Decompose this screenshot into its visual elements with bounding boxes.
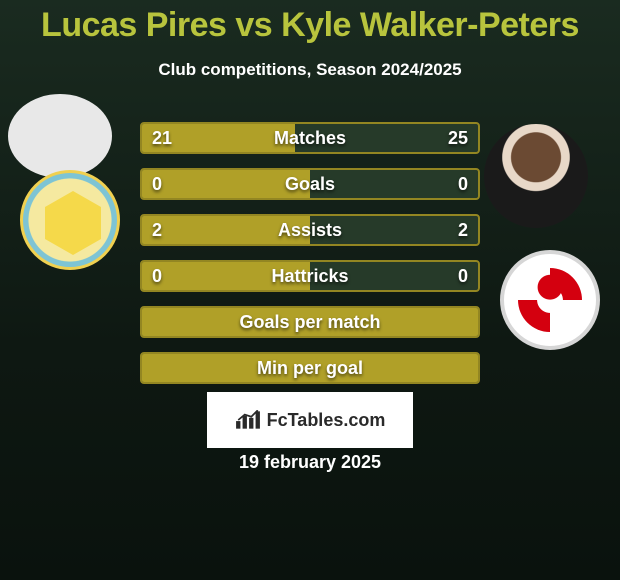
player-right-club-badge — [500, 250, 600, 350]
stat-row: 2125Matches — [140, 122, 480, 154]
stat-label: Goals per match — [142, 308, 478, 336]
stat-row: Goals per match — [140, 306, 480, 338]
stat-label: Hattricks — [142, 262, 478, 290]
stats-container: 2125Matches 00Goals 22Assists 00Hattricks Go… — [140, 122, 480, 398]
stat-label: Min per goal — [142, 354, 478, 382]
watermark-text: FcTables.com — [267, 410, 386, 431]
stat-label: Matches — [142, 124, 478, 152]
stat-row: 22Assists — [140, 214, 480, 246]
subtitle: Club competitions, Season 2024/2025 — [0, 60, 620, 80]
stat-label: Goals — [142, 170, 478, 198]
date-label: 19 february 2025 — [0, 452, 620, 473]
stat-label: Assists — [142, 216, 478, 244]
chart-icon — [235, 410, 261, 430]
player-left-club-badge — [20, 170, 120, 270]
stat-row: 00Goals — [140, 168, 480, 200]
stat-row: Min per goal — [140, 352, 480, 384]
player-left-avatar — [8, 94, 112, 178]
stat-row: 00Hattricks — [140, 260, 480, 292]
page-title: Lucas Pires vs Kyle Walker-Peters — [0, 6, 620, 45]
watermark: FcTables.com — [207, 392, 413, 448]
player-right-avatar — [484, 124, 588, 228]
